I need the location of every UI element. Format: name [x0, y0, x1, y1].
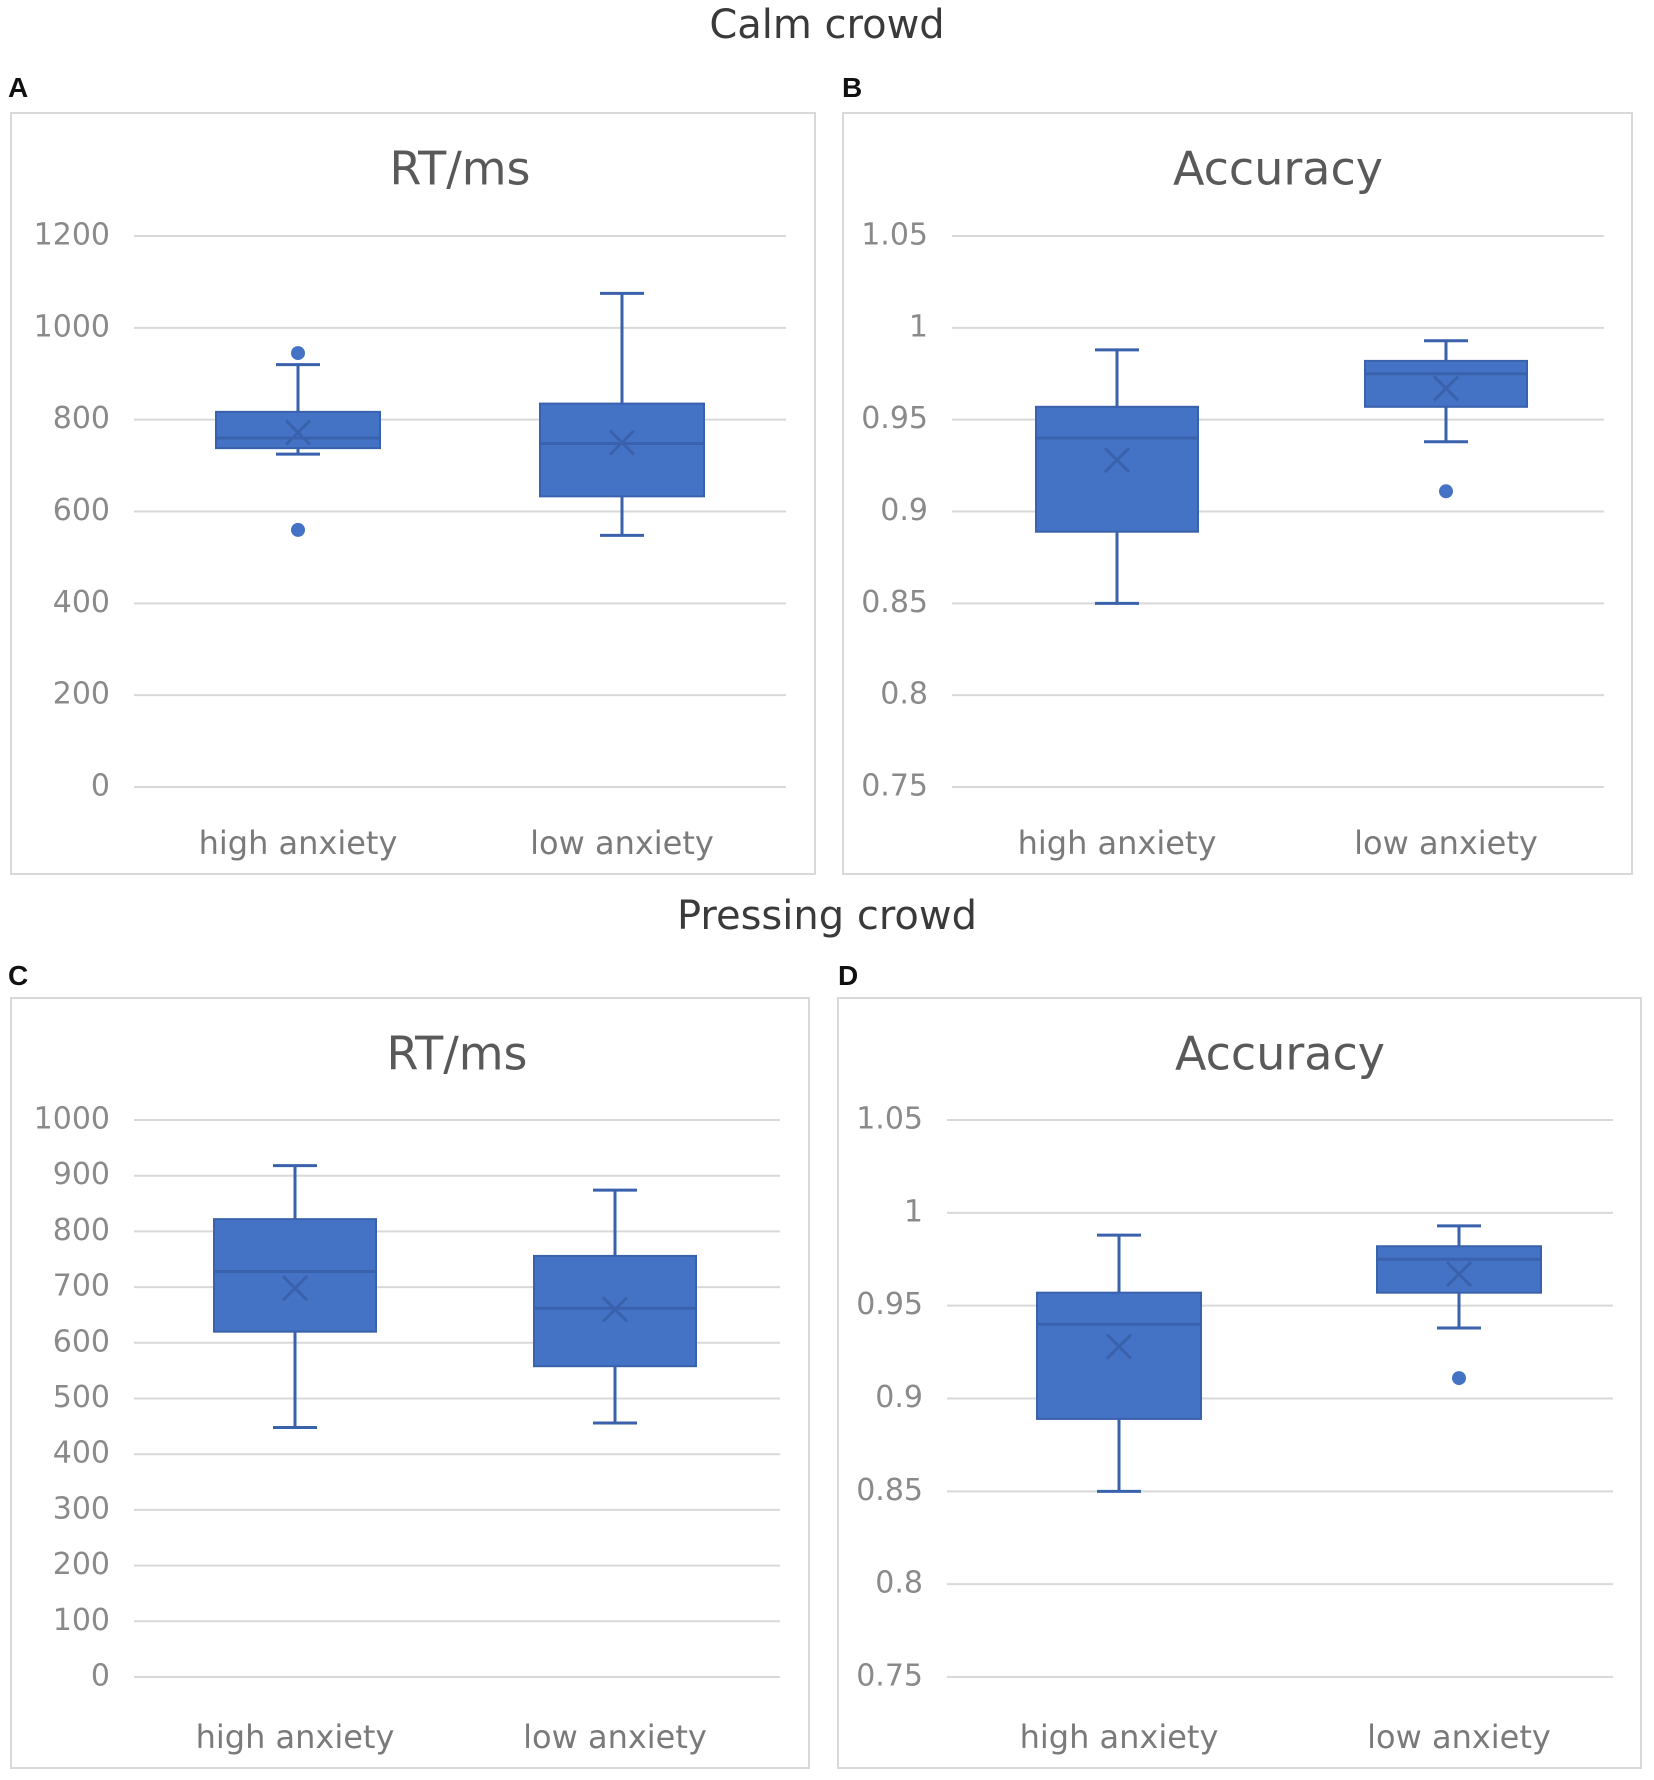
chart-title: Accuracy — [1173, 142, 1383, 196]
x-category-label: low anxiety — [1354, 824, 1538, 862]
y-tick-label: 0.9 — [875, 1380, 923, 1415]
box-high-anxiety — [213, 1164, 377, 1429]
x-category-label: low anxiety — [1367, 1718, 1551, 1756]
chart-b-calm-accuracy: Accuracy 0.75 0.8 0.85 0.9 0.95 1 1.05 high anxi… — [842, 112, 1633, 875]
chart-title: RT/ms — [387, 1027, 528, 1081]
x-category-label: high anxiety — [196, 1718, 395, 1756]
y-tick-label: 600 — [53, 493, 110, 528]
y-tick-label: 1 — [909, 309, 928, 344]
chart-title: Accuracy — [1175, 1027, 1385, 1081]
chart-frame — [842, 112, 1633, 875]
outlier-point — [291, 346, 305, 361]
y-tick-label: 1000 — [34, 1102, 110, 1137]
y-tick-label: 200 — [53, 1547, 110, 1582]
x-category-label: low anxiety — [530, 824, 714, 862]
chart-c-pressing-rt: RT/ms 0 100 200 300 400 500 600 700 800 900 1000 hig… — [10, 997, 810, 1769]
y-tick-label: 900 — [53, 1157, 110, 1192]
mean-marker — [1105, 1333, 1133, 1360]
y-tick-label: 0 — [91, 1659, 110, 1694]
y-tick-label: 400 — [53, 1436, 110, 1471]
chart-frame — [837, 997, 1642, 1769]
y-tick-label: 800 — [53, 1213, 110, 1248]
box-body — [1036, 1291, 1202, 1420]
box-body — [1376, 1245, 1542, 1294]
panel-letter-b: B — [842, 72, 863, 103]
box-body — [1035, 405, 1199, 533]
section-title-pressing: Pressing crowd — [677, 893, 977, 939]
y-tick-label: 100 — [53, 1603, 110, 1638]
y-tick-label: 800 — [53, 401, 110, 436]
mean-marker — [1445, 1261, 1473, 1288]
y-tick-label: 0.9 — [880, 493, 928, 528]
x-category-label: high anxiety — [199, 824, 398, 862]
box-high-anxiety — [1035, 348, 1199, 605]
mean-marker — [284, 419, 312, 446]
mean-marker — [1432, 375, 1460, 402]
mean-marker — [281, 1275, 309, 1302]
panel-letter-d: D — [838, 960, 859, 991]
y-tick-label: 700 — [53, 1269, 110, 1304]
y-tick-label: 1.05 — [856, 1102, 923, 1137]
box-low-anxiety — [533, 1188, 697, 1425]
y-tick-label: 500 — [53, 1380, 110, 1415]
box-body — [215, 410, 381, 450]
y-tick-label: 300 — [53, 1491, 110, 1526]
box-high-anxiety — [215, 346, 381, 537]
y-tick-label: 600 — [53, 1324, 110, 1359]
box-low-anxiety — [1364, 339, 1528, 499]
panel-letter-c: C — [8, 960, 29, 991]
y-tick-label: 1.05 — [861, 218, 928, 253]
mean-marker — [1103, 447, 1131, 474]
outlier-point — [1452, 1371, 1466, 1386]
y-tick-label: 0.8 — [880, 677, 928, 712]
y-tick-label: 0.85 — [856, 1473, 923, 1508]
y-tick-label: 1200 — [34, 218, 110, 253]
y-tick-label: 0 — [91, 769, 110, 804]
chart-frame — [10, 997, 810, 1769]
y-tick-label: 1 — [904, 1194, 923, 1229]
box-body — [1364, 359, 1528, 408]
mean-marker — [601, 1296, 629, 1323]
box-body — [213, 1218, 377, 1333]
x-category-label: low anxiety — [523, 1718, 707, 1756]
chart-a-calm-rt: RT/ms 0 200 400 600 800 1000 1200 high anxiety lo… — [10, 112, 816, 875]
box-high-anxiety — [1036, 1233, 1202, 1493]
chart-title: RT/ms — [390, 142, 531, 196]
box-low-anxiety — [539, 291, 705, 537]
y-tick-label: 0.85 — [861, 585, 928, 620]
x-category-label: high anxiety — [1020, 1718, 1219, 1756]
y-tick-label: 0.95 — [861, 401, 928, 436]
outlier-point — [291, 522, 305, 537]
y-tick-label: 0.8 — [875, 1566, 923, 1601]
y-tick-label: 400 — [53, 585, 110, 620]
x-category-label: high anxiety — [1018, 824, 1217, 862]
y-tick-label: 0.95 — [856, 1287, 923, 1322]
chart-d-pressing-accuracy: Accuracy 0.75 0.8 0.85 0.9 0.95 1 1.05 high anxi… — [837, 997, 1642, 1769]
y-tick-label: 0.75 — [861, 769, 928, 804]
y-tick-label: 0.75 — [856, 1659, 923, 1694]
outlier-point — [1439, 484, 1453, 499]
mean-marker — [608, 429, 636, 456]
panel-letter-a: A — [8, 72, 29, 103]
section-title-calm: Calm crowd — [709, 2, 945, 48]
y-tick-label: 1000 — [34, 309, 110, 344]
box-body — [539, 402, 705, 498]
y-tick-label: 200 — [53, 677, 110, 712]
box-low-anxiety — [1376, 1224, 1542, 1386]
